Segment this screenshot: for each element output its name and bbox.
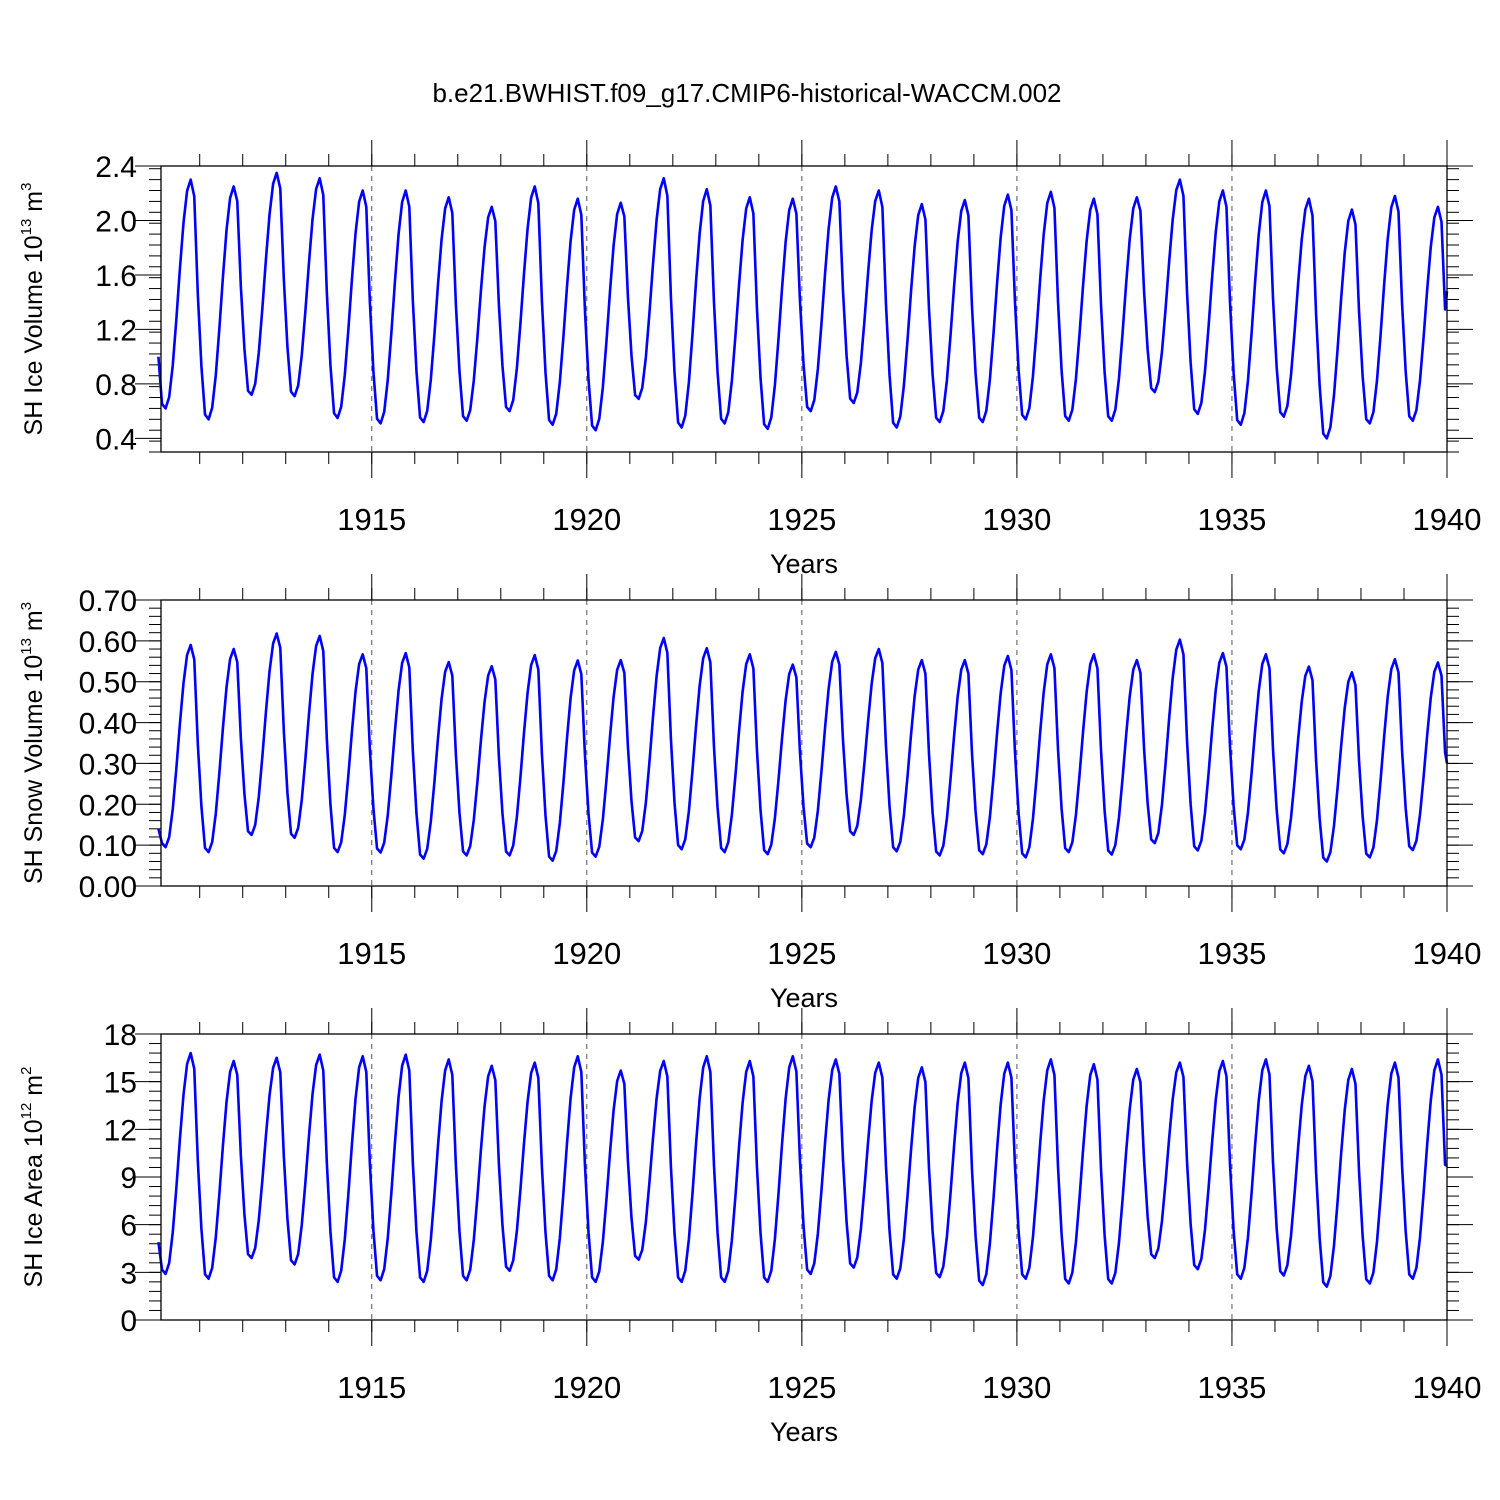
x-axis-label: Years [770,1417,838,1447]
x-axis-label: Years [770,983,838,1013]
x-tick-label: 1935 [1197,1370,1266,1405]
y-axis-label-text: SH Snow Volume 10 [20,655,48,884]
y-tick-label: 1.6 [95,260,137,293]
y-tick-label: 1.2 [95,314,137,347]
x-tick-label: 1925 [767,936,836,971]
y-tick-label: 12 [104,1114,137,1147]
x-tick-label: 1920 [552,1370,621,1405]
y-axis-label: SH Ice Area 1012 m2 [18,1067,48,1288]
y-axis-label-text: SH Ice Area 10 [20,1119,48,1287]
panel-2: 1915 1920 1925 1930 1935 1940 0.00 0.10 0.20 0.30… [18,574,1481,1013]
x-tick-label: 1940 [1413,936,1482,971]
x-tick-label: 1930 [982,936,1051,971]
y-axis-label: SH Snow Volume 1013 m3 [18,602,48,884]
plot-frame [160,599,1448,887]
x-tick-label: 1920 [552,936,621,971]
y-axis-label-exponent: 13 [18,219,35,236]
y-tick-label: 3 [120,1257,137,1290]
plot-frame [160,1033,1448,1321]
y-tick-label: 0.8 [95,369,137,402]
panels: 1915 1920 1925 1930 1935 1940 0.4 0.8 1.2 1.6 2.0 2… [18,140,1481,1447]
y-axis-label-unit-exponent: 3 [18,183,35,191]
y-tick-label: 0.10 [79,830,137,863]
x-tick-label: 1915 [337,502,406,537]
x-tick-label: 1935 [1197,936,1266,971]
x-tick-label: 1915 [337,1370,406,1405]
data-series-line [157,632,1449,863]
y-tick-label: 0.60 [79,626,137,659]
plot-frame [160,165,1448,453]
y-axis-label-exponent: 13 [18,638,35,655]
x-tick-label: 1935 [1197,502,1266,537]
x-axis-label: Years [770,549,838,579]
y-axis-label-unit-exponent: 3 [18,602,35,610]
x-tick-label: 1930 [982,502,1051,537]
y-tick-label: 0.20 [79,789,137,822]
y-tick-label: 0.50 [79,667,137,700]
y-tick-label: 0.4 [95,423,137,456]
y-tick-label: 0.70 [79,585,137,618]
y-axis-label: SH Ice Volume 1013 m3 [18,183,48,436]
y-tick-label: 2.0 [95,205,137,238]
x-tick-label: 1925 [767,1370,836,1405]
panel-1: 1915 1920 1925 1930 1935 1940 0.4 0.8 1.2 1.6 2.0 2… [18,140,1481,579]
x-tick-label: 1915 [337,936,406,971]
data-series-line [157,171,1449,440]
y-axis-label-unit: m [20,610,48,638]
y-axis-label-text: SH Ice Volume 10 [20,235,48,435]
x-tick-label: 1925 [767,502,836,537]
y-tick-label: 0.00 [79,871,137,904]
data-series-line [157,1051,1448,1288]
y-axis-label-unit: m [20,1075,48,1103]
y-tick-label: 0.40 [79,708,137,741]
y-tick-label: 2.4 [95,151,137,184]
y-axis-label-unit: m [20,191,48,219]
y-axis-label-unit-exponent: 2 [18,1067,35,1075]
y-tick-label: 18 [104,1019,137,1052]
panel-3: 1915 1920 1925 1930 1935 1940 0 3 6 9 12 15 18 Years S… [18,1008,1481,1447]
x-tick-label: 1920 [552,502,621,537]
y-tick-label: 9 [120,1162,137,1195]
x-tick-label: 1940 [1413,1370,1482,1405]
x-tick-label: 1940 [1413,502,1482,537]
y-tick-label: 15 [104,1067,137,1100]
figure-title: b.e21.BWHIST.f09_g17.CMIP6-historical-WA… [432,78,1061,108]
y-tick-label: 6 [120,1210,137,1243]
x-tick-label: 1930 [982,1370,1051,1405]
y-tick-label: 0.30 [79,748,137,781]
y-axis-label-exponent: 12 [18,1103,35,1120]
y-tick-label: 0 [120,1305,137,1338]
